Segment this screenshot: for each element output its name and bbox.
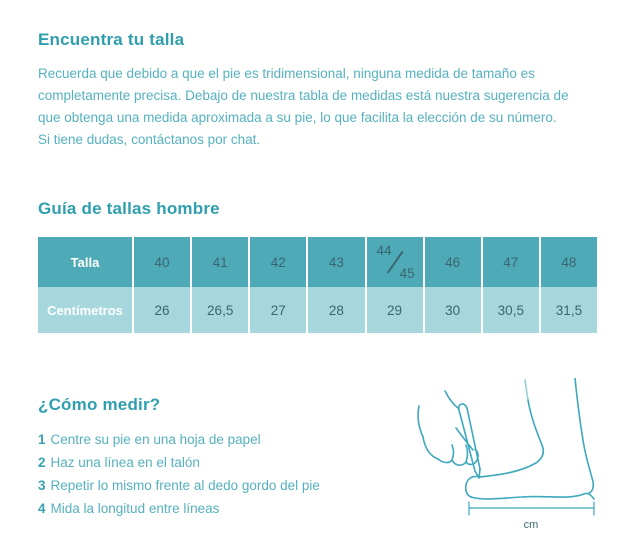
cm-cell-29: 29: [364, 287, 423, 333]
size-cell-48: 48: [538, 237, 597, 287]
pen-outline: [466, 407, 481, 470]
pen-tip: [474, 468, 481, 479]
measuring-step: 2 Haz una línea en el talón: [38, 451, 610, 474]
size-cell-41: 41: [190, 237, 249, 287]
pen-outline: [458, 409, 476, 472]
cm-cell-30: 30: [422, 287, 481, 333]
sole-line: [470, 492, 595, 500]
measuring-steps-list: 1 Centre su pie en una hoja de papel 2 Haz…: [38, 428, 610, 520]
finger-line: [451, 444, 455, 461]
arm-outline: [444, 390, 460, 410]
cm-cell-30-5: 30,5: [480, 287, 539, 333]
step-text: Centre su pie en una hoja de papel: [50, 432, 261, 447]
ankle-front-line: [524, 379, 529, 401]
step-text: Repetir lo mismo frente al dedo gordo de…: [50, 478, 320, 493]
arm-outline: [417, 405, 424, 438]
cm-label: cm: [524, 519, 539, 531]
size-cell-43: 43: [306, 237, 365, 287]
split-size-top: 44: [376, 243, 392, 258]
intro-line: completamente precisa. Debajo de nuestra…: [38, 88, 569, 103]
heel-line: [574, 378, 595, 494]
step-number: 2: [38, 455, 46, 470]
step-number: 3: [38, 478, 46, 493]
size-cell-42: 42: [248, 237, 307, 287]
thumb-line: [455, 427, 474, 451]
cm-cell-27: 27: [248, 287, 307, 333]
intro-paragraph: Recuerda que debido a que el pie es trid…: [38, 63, 610, 151]
step-number: 4: [38, 501, 46, 516]
intro-line: Si tiene dudas, contáctanos por chat.: [38, 132, 261, 147]
intro-line: que obtenga una medida aproximada a su p…: [38, 110, 557, 125]
intro-line: Recuerda que debido a que el pie es trid…: [38, 66, 535, 81]
cm-cell-31-5: 31,5: [538, 287, 597, 333]
foot-measuring-illustration: cm: [417, 378, 595, 531]
foot-instep-line: [479, 399, 545, 478]
step-text: Mida la longitud entre líneas: [50, 501, 220, 516]
size-cell-44-45: 44 45: [364, 237, 423, 287]
size-row-label: Talla: [38, 237, 132, 287]
size-cell-47: 47: [480, 237, 539, 287]
measuring-step: 1 Centre su pie en una hoja de papel: [38, 428, 610, 451]
step-text: Haz una línea en el talón: [50, 455, 200, 470]
measuring-step: 3 Repetir lo mismo frente al dedo gordo d…: [38, 474, 610, 497]
size-table: Talla 40 41 42 43 44 45 46 47 48 Centíme…: [38, 237, 597, 333]
how-to-measure-title: ¿Cómo medir?: [38, 395, 161, 414]
cm-cell-26: 26: [132, 287, 191, 333]
cm-cell-26-5: 26,5: [190, 287, 249, 333]
size-guide-title: Guía de tallas hombre: [38, 199, 220, 218]
size-cell-46: 46: [422, 237, 481, 287]
cm-cell-28: 28: [306, 287, 365, 333]
cm-row-label: Centímetros: [38, 287, 132, 333]
finger-line: [465, 444, 469, 463]
toe-line: [464, 475, 481, 498]
measuring-step: 4 Mida la longitud entre líneas: [38, 497, 610, 520]
step-number: 1: [38, 432, 46, 447]
find-size-title: Encuentra tu talla: [38, 30, 185, 49]
pen-outline: [457, 403, 468, 411]
size-cell-40: 40: [132, 237, 191, 287]
split-size-bottom: 45: [399, 266, 415, 281]
